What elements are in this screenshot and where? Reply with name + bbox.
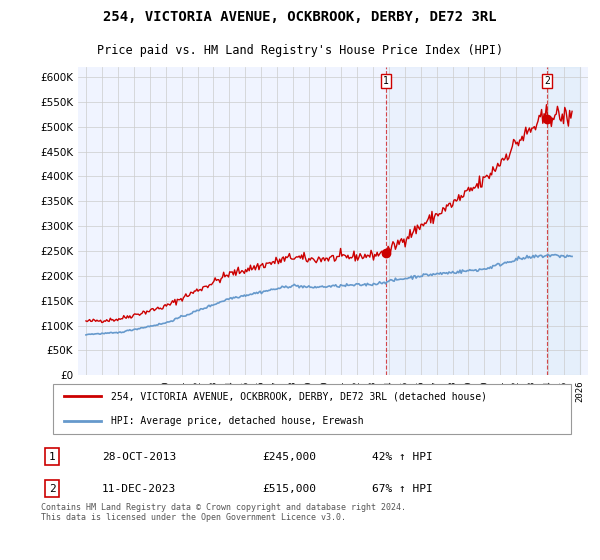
Text: 11-DEC-2023: 11-DEC-2023 <box>102 484 176 494</box>
Text: £245,000: £245,000 <box>262 451 316 461</box>
Text: 254, VICTORIA AVENUE, OCKBROOK, DERBY, DE72 3RL (detached house): 254, VICTORIA AVENUE, OCKBROOK, DERBY, D… <box>112 391 487 402</box>
Text: 28-OCT-2013: 28-OCT-2013 <box>102 451 176 461</box>
Text: 1: 1 <box>49 451 55 461</box>
Text: Price paid vs. HM Land Registry's House Price Index (HPI): Price paid vs. HM Land Registry's House … <box>97 44 503 57</box>
Text: HPI: Average price, detached house, Erewash: HPI: Average price, detached house, Erew… <box>112 416 364 426</box>
Bar <box>386 67 580 375</box>
FancyBboxPatch shape <box>53 384 571 434</box>
Text: 67% ↑ HPI: 67% ↑ HPI <box>372 484 433 494</box>
Bar <box>547 67 580 375</box>
Text: 2: 2 <box>49 484 55 494</box>
Text: Contains HM Land Registry data © Crown copyright and database right 2024.
This d: Contains HM Land Registry data © Crown c… <box>41 502 406 522</box>
Text: 42% ↑ HPI: 42% ↑ HPI <box>372 451 433 461</box>
Text: 2: 2 <box>544 76 550 86</box>
Text: 254, VICTORIA AVENUE, OCKBROOK, DERBY, DE72 3RL: 254, VICTORIA AVENUE, OCKBROOK, DERBY, D… <box>103 10 497 24</box>
Text: £515,000: £515,000 <box>262 484 316 494</box>
Text: 1: 1 <box>383 76 389 86</box>
